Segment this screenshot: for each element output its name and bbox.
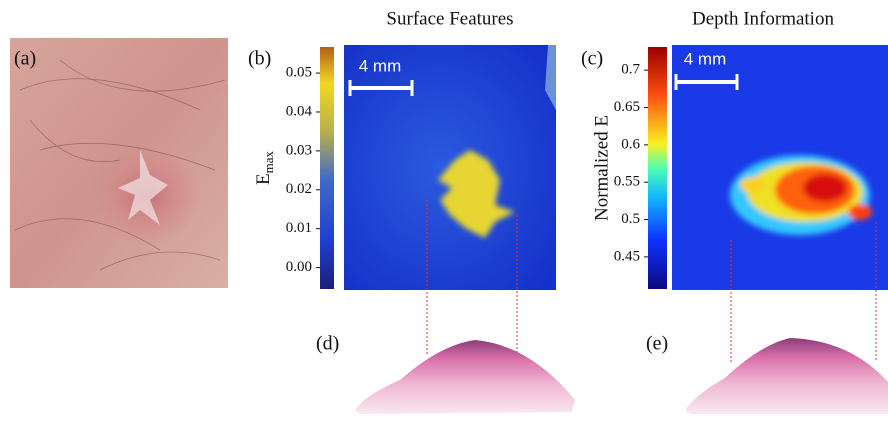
histology bbox=[685, 338, 888, 414]
colorbar-tick-label: 0.02 bbox=[286, 181, 312, 197]
scale-bar-label: 4 mm bbox=[684, 49, 727, 68]
figure: (a) (b) Surface Features Emax 4 mm (c) D… bbox=[0, 0, 888, 424]
colorbar-tick-label: 0.55 bbox=[614, 174, 640, 190]
panel-label: (e) bbox=[646, 333, 668, 355]
scale-bar-label: 4 mm bbox=[359, 56, 402, 75]
colorbar-label-main: E bbox=[253, 173, 274, 185]
colorbar-tick-label: 0.6 bbox=[621, 136, 640, 152]
colorbar-tick-label: 0.00 bbox=[286, 259, 312, 275]
colorbar-tick-label: 0.45 bbox=[614, 248, 640, 264]
colorbar-tick-label: 0.01 bbox=[286, 220, 312, 236]
colorbar bbox=[320, 47, 334, 289]
colorbar-label: Normalized E bbox=[591, 115, 612, 221]
colorbar-label: Emax bbox=[253, 151, 276, 185]
colorbar-label-subscript: max bbox=[261, 151, 276, 174]
panel-label: (a) bbox=[14, 48, 36, 70]
histology bbox=[355, 340, 575, 414]
colorbar-tick-label: 0.5 bbox=[621, 211, 640, 227]
colorbar-tick-label: 0.05 bbox=[286, 65, 312, 81]
colorbar-tick-label: 0.65 bbox=[614, 99, 640, 115]
panel-title: Depth Information bbox=[692, 8, 834, 29]
colorbar-tick-label: 0.03 bbox=[286, 142, 312, 158]
colorbar bbox=[648, 47, 667, 289]
panel-title: Surface Features bbox=[386, 8, 513, 29]
colorbar-tick-label: 0.04 bbox=[286, 103, 313, 119]
panel-label: (c) bbox=[581, 48, 603, 70]
panel-label: (d) bbox=[316, 333, 339, 355]
colorbar-tick-label: 0.7 bbox=[621, 62, 640, 78]
panel-label: (b) bbox=[248, 48, 271, 70]
